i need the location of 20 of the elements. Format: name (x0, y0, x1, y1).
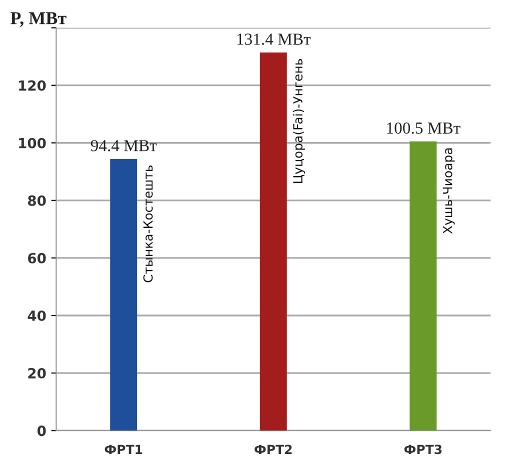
x-tick-label: ФРТ1 (104, 444, 142, 454)
y-tick-label: 0 (37, 426, 46, 436)
data-label: 94.4 МВт (90, 140, 157, 152)
y-tick-label: 20 (28, 368, 46, 379)
bar (110, 158, 138, 431)
y-tick-label: 40 (28, 310, 46, 321)
annotation: Стынка-Костешть (143, 165, 153, 282)
y-tick-label: 80 (28, 195, 46, 206)
data-label: 131.4 МВт (237, 34, 311, 45)
y-axis-title: P, МВт (10, 12, 66, 27)
annotation: Хушь-Чиоара (443, 148, 455, 234)
bar (260, 52, 287, 431)
y-tick-label: 60 (28, 252, 46, 264)
annotation: Цуцора(Fai)-Унгень (292, 59, 305, 183)
x-tick-label: ФРТ2 (254, 444, 292, 454)
x-tick-label: ФРТ3 (404, 444, 442, 454)
y-tick-label: 100 (19, 138, 46, 148)
y-tick-label: 120 (19, 80, 46, 91)
data-label: 100.5 МВт (387, 122, 460, 134)
bar (410, 141, 437, 431)
